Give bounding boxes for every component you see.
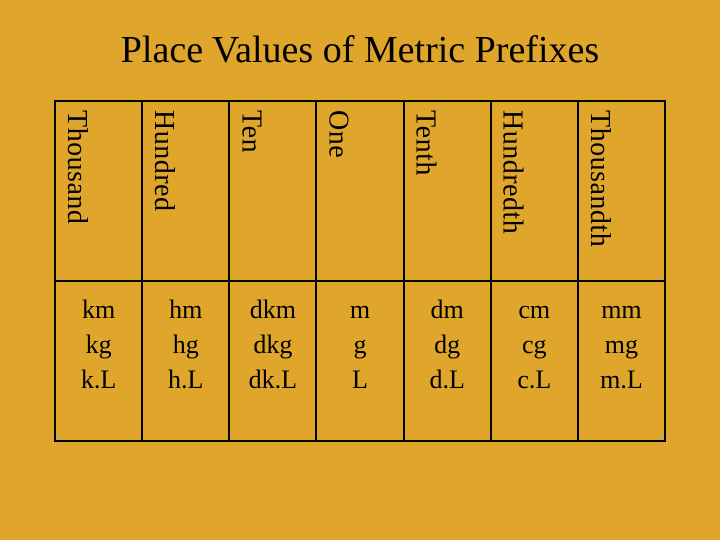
- cell-hundredth: cm cg c.L: [491, 281, 578, 441]
- cell-thousandth: mm mg m.L: [578, 281, 665, 441]
- unit-value: h.L: [143, 362, 228, 397]
- cell-tenth: dm dg d.L: [404, 281, 491, 441]
- unit-value: dkm: [230, 292, 315, 327]
- table-units-row: km kg k.L hm hg h.L dkm dkg dk.L m g: [55, 281, 665, 441]
- unit-value: g: [317, 327, 402, 362]
- unit-value: d.L: [405, 362, 490, 397]
- cell-thousand: km kg k.L: [55, 281, 142, 441]
- col-header-label: Hundred: [147, 110, 179, 211]
- col-header-one: One: [316, 101, 403, 281]
- col-header-label: Ten: [234, 110, 266, 153]
- col-header-hundredth: Hundredth: [491, 101, 578, 281]
- metric-prefix-table-wrap: Thousand Hundred Ten One Tenth Hundredth…: [54, 100, 666, 442]
- cell-one: m g L: [316, 281, 403, 441]
- metric-prefix-table: Thousand Hundred Ten One Tenth Hundredth…: [54, 100, 666, 442]
- cell-ten: dkm dkg dk.L: [229, 281, 316, 441]
- unit-value: k.L: [56, 362, 141, 397]
- col-header-hundred: Hundred: [142, 101, 229, 281]
- unit-value: dkg: [230, 327, 315, 362]
- unit-value: hm: [143, 292, 228, 327]
- unit-value: hg: [143, 327, 228, 362]
- unit-value: dg: [405, 327, 490, 362]
- unit-value: cm: [492, 292, 577, 327]
- table-header-row: Thousand Hundred Ten One Tenth Hundredth…: [55, 101, 665, 281]
- col-header-ten: Ten: [229, 101, 316, 281]
- unit-value: kg: [56, 327, 141, 362]
- cell-hundred: hm hg h.L: [142, 281, 229, 441]
- unit-value: mm: [579, 292, 664, 327]
- col-header-label: Thousandth: [583, 110, 615, 247]
- col-header-thousandth: Thousandth: [578, 101, 665, 281]
- unit-value: dk.L: [230, 362, 315, 397]
- unit-value: cg: [492, 327, 577, 362]
- col-header-label: Thousand: [60, 110, 92, 224]
- unit-value: km: [56, 292, 141, 327]
- unit-value: c.L: [492, 362, 577, 397]
- col-header-thousand: Thousand: [55, 101, 142, 281]
- unit-value: dm: [405, 292, 490, 327]
- unit-value: L: [317, 362, 402, 397]
- col-header-label: Hundredth: [496, 110, 528, 234]
- unit-value: m.L: [579, 362, 664, 397]
- page-title: Place Values of Metric Prefixes: [121, 28, 599, 72]
- col-header-tenth: Tenth: [404, 101, 491, 281]
- col-header-label: Tenth: [409, 110, 441, 176]
- col-header-label: One: [321, 110, 353, 158]
- unit-value: m: [317, 292, 402, 327]
- unit-value: mg: [579, 327, 664, 362]
